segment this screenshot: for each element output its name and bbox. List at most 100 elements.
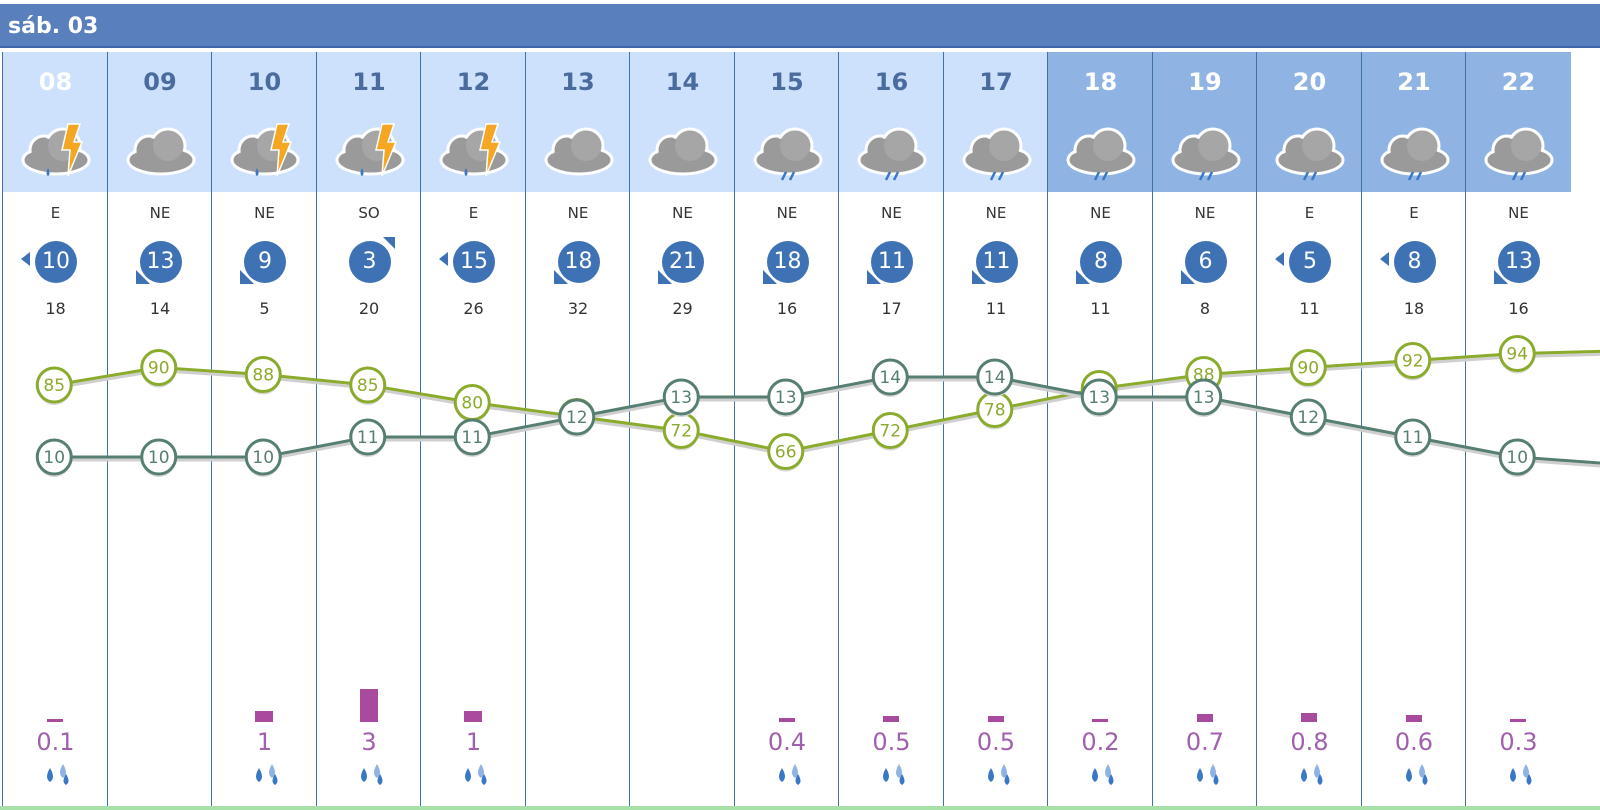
cloud-rain-icon xyxy=(959,116,1035,188)
precipitation-value: 0.7 xyxy=(1185,728,1225,756)
wind-gust: 16 xyxy=(1508,299,1529,318)
hour-label: 21 xyxy=(1397,68,1431,96)
cloud-rain-icon xyxy=(1377,116,1453,188)
wind-speed-badge: 3 xyxy=(348,241,391,283)
wind-gust: 32 xyxy=(567,299,589,318)
hour-column: 22 NE 13 16 0.3 xyxy=(1465,52,1571,810)
precipitation-bar xyxy=(464,711,482,722)
wind-gust: 18 xyxy=(1403,299,1425,318)
hour-column: 16 NE 11 17 0.5 xyxy=(838,52,944,810)
precipitation-bar xyxy=(1301,713,1317,722)
wind-gust: 11 xyxy=(1090,299,1111,318)
wind-arrow-icon xyxy=(1379,252,1389,266)
bottom-divider xyxy=(0,806,1600,810)
wind-gust: 14 xyxy=(149,299,171,318)
wind-direction: NE xyxy=(1508,204,1529,222)
hour-column: 19 NE 6 8 0.7 xyxy=(1151,52,1258,810)
hour-column: 20 E 5 11 0.8 xyxy=(1256,52,1362,810)
wind-direction: NE xyxy=(881,204,902,222)
wind-speed-badge: 18 xyxy=(557,241,600,283)
precipitation-value: 0.6 xyxy=(1394,728,1434,756)
hour-label: 13 xyxy=(561,68,595,96)
raindrops-icon xyxy=(459,762,491,788)
wind-arrow-icon xyxy=(439,252,448,266)
hour-column: 12 E 15 26 1 xyxy=(420,52,526,810)
hour-column: 09 NE 13 14 xyxy=(106,52,213,810)
precipitation-value: 0.8 xyxy=(1290,728,1329,756)
precipitation-value: 0.5 xyxy=(872,728,911,756)
wind-speed-badge: 15 xyxy=(453,241,495,283)
storm-rain-icon xyxy=(436,116,512,188)
raindrops-icon xyxy=(982,762,1014,788)
precipitation-value: 0.5 xyxy=(976,728,1016,756)
wind-direction: E xyxy=(468,204,479,222)
precipitation-bar xyxy=(1510,719,1526,722)
hour-column: 21 E 8 18 0.6 xyxy=(1360,52,1467,810)
wind-arrow-icon xyxy=(1275,252,1284,266)
hour-label: 19 xyxy=(1188,68,1222,96)
wind-direction: E xyxy=(1409,204,1419,222)
precipitation-bar xyxy=(883,716,899,722)
wind-gust: 8 xyxy=(1199,299,1211,318)
hour-column: 13 NE 18 32 xyxy=(524,52,631,810)
wind-direction: E xyxy=(50,204,61,222)
wind-direction: NE xyxy=(1194,204,1216,222)
cloud-icon xyxy=(645,116,721,188)
raindrops-icon xyxy=(1504,762,1536,788)
day-header: sáb. 03 xyxy=(0,4,1600,48)
precipitation-bar xyxy=(359,689,378,722)
wind-direction: NE xyxy=(254,204,275,222)
raindrops-icon xyxy=(41,762,73,788)
raindrops-icon xyxy=(355,762,387,788)
storm-rain-icon xyxy=(18,116,94,188)
wind-speed-badge: 9 xyxy=(244,241,286,283)
hour-column: 11 SO 3 20 3 xyxy=(315,52,422,810)
precipitation-bar xyxy=(1092,719,1108,722)
precipitation-value: 0.3 xyxy=(1499,728,1538,756)
hourly-forecast-grid: 08 E 10 18 0.1 09 NE 13 14 10 NE 9 5 1 11 SO 3 20 3 12 E 15 26… xyxy=(0,52,1600,810)
hour-label: 08 xyxy=(38,68,73,96)
precipitation-bar xyxy=(47,719,63,722)
wind-speed-badge: 18 xyxy=(766,241,809,283)
precipitation-value: 1 xyxy=(465,728,482,756)
storm-rain-icon xyxy=(227,116,303,188)
wind-speed-badge: 5 xyxy=(1289,241,1331,283)
cloud-rain-icon xyxy=(1272,116,1348,188)
hour-label: 14 xyxy=(665,68,700,96)
wind-gust: 11 xyxy=(985,299,1007,318)
hour-column: 15 NE 18 16 0.4 xyxy=(733,52,840,810)
precipitation-bar xyxy=(1196,714,1213,722)
wind-gust: 26 xyxy=(463,299,484,318)
wind-speed-badge: 13 xyxy=(1498,241,1540,283)
hour-label: 09 xyxy=(143,68,177,96)
hour-label: 22 xyxy=(1501,68,1536,96)
cloud-rain-icon xyxy=(1063,116,1139,188)
wind-arrow-icon xyxy=(382,237,395,249)
raindrops-icon xyxy=(1400,762,1432,788)
wind-gust: 11 xyxy=(1299,299,1320,318)
cloud-icon xyxy=(541,116,617,188)
cloud-rain-icon xyxy=(854,116,930,188)
wind-arrow-icon xyxy=(21,252,30,266)
raindrops-icon xyxy=(250,762,282,788)
wind-direction: NE xyxy=(1090,204,1111,222)
wind-gust: 17 xyxy=(881,299,902,318)
wind-direction: NE xyxy=(985,204,1007,222)
hour-label: 12 xyxy=(456,68,491,96)
wind-gust: 16 xyxy=(776,299,798,318)
hour-column: 14 NE 21 29 xyxy=(629,52,735,810)
cloud-icon xyxy=(123,116,199,188)
storm-rain-icon xyxy=(332,116,408,188)
precipitation-bar xyxy=(1405,715,1422,722)
wind-speed-badge: 6 xyxy=(1184,241,1227,283)
wind-gust: 20 xyxy=(358,299,380,318)
wind-direction: NE xyxy=(776,204,798,222)
hour-column: 18 NE 8 11 0.2 xyxy=(1047,52,1153,810)
wind-direction: E xyxy=(1304,204,1315,222)
wind-direction: SO xyxy=(358,204,380,222)
wind-direction: NE xyxy=(672,204,693,222)
wind-gust: 5 xyxy=(259,299,270,318)
wind-speed-badge: 8 xyxy=(1393,241,1436,283)
precipitation-bar xyxy=(987,716,1004,722)
wind-speed-badge: 11 xyxy=(871,241,913,283)
